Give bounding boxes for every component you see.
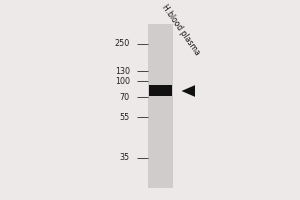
Text: 35: 35 (120, 154, 130, 162)
Text: H.blood plasma: H.blood plasma (160, 3, 202, 57)
Text: 130: 130 (115, 66, 130, 75)
Polygon shape (182, 85, 195, 97)
Text: 250: 250 (115, 40, 130, 48)
Bar (148, 24, 173, 188)
Text: 70: 70 (120, 92, 130, 102)
Text: 100: 100 (115, 76, 130, 86)
Text: 55: 55 (119, 112, 130, 121)
Bar (149, 85, 172, 96)
